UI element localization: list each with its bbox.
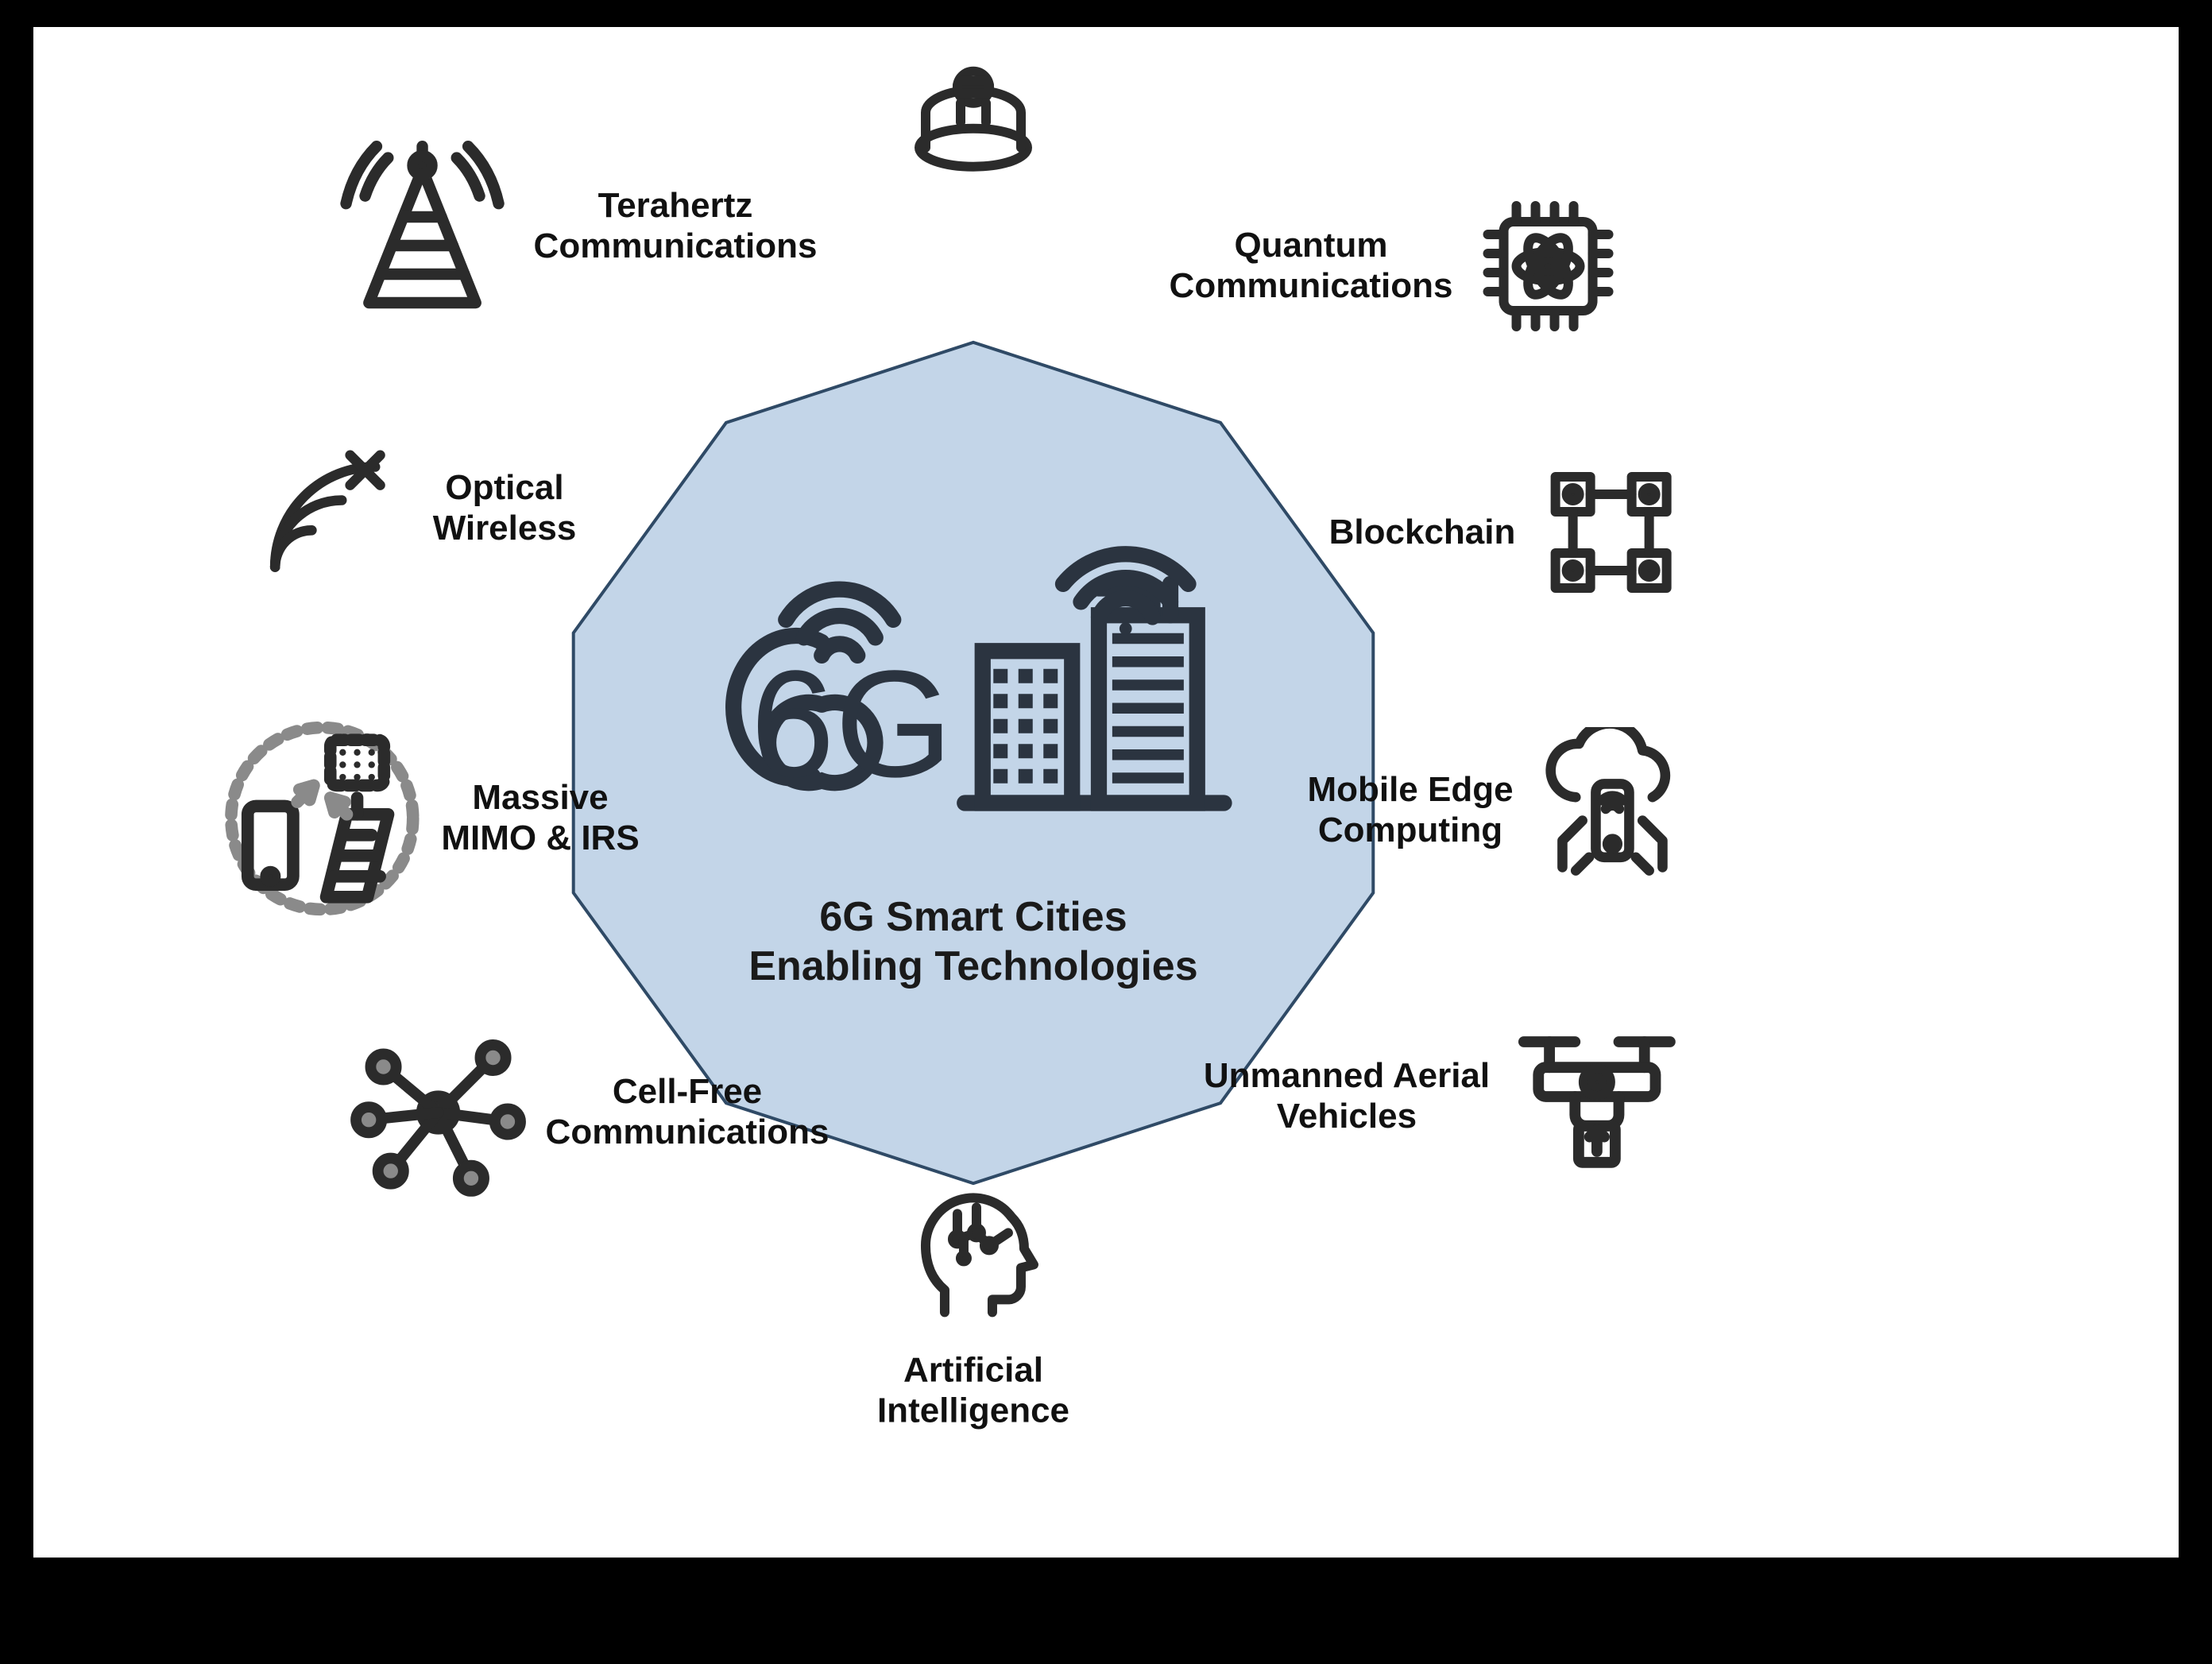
node-label: Artificial Intelligence: [877, 1350, 1069, 1430]
node-optical-wireless: Optical Wireless: [250, 425, 577, 592]
node-blockchain: Blockchain: [1329, 453, 1691, 612]
diagram-frame: 6G 6G Smart Cities Ena: [22, 16, 2190, 1569]
node-label: AR & VR: [902, 16, 1046, 20]
node-terahertz: Terahertz Communications: [327, 131, 818, 322]
node-label: Quantum Communications: [1170, 226, 1453, 306]
node-massive-mimo-irs: Massive MIMO & IRS: [218, 715, 639, 922]
ai-head-icon: [894, 1175, 1053, 1334]
quantum-chip-icon: [1468, 187, 1627, 346]
blockchain-icon: [1531, 453, 1690, 612]
ar-vr-icon: [894, 36, 1053, 195]
mimo-irs-icon: [218, 715, 425, 922]
antenna-tower-icon: [327, 131, 518, 322]
smart-city-6g-icon: 6G: [706, 535, 1242, 861]
node-label: Blockchain: [1329, 513, 1516, 553]
node-mobile-edge: Mobile Edge Computing: [1307, 727, 1696, 894]
edge-cloud-icon: [1529, 727, 1696, 894]
svg-text:6G: 6G: [750, 638, 953, 808]
node-label: Massive MIMO & IRS: [441, 778, 639, 858]
hub-title: 6G Smart Cities Enabling Technologies: [748, 892, 1197, 992]
network-graph-icon: [347, 1021, 530, 1204]
node-ai: Artificial Intelligence: [877, 1175, 1069, 1430]
node-quantum: Quantum Communications: [1170, 187, 1628, 346]
node-cell-free: Cell-Free Communications: [347, 1021, 830, 1204]
diagram-canvas: 6G 6G Smart Cities Ena: [33, 27, 2179, 1558]
hub-content: 6G 6G Smart Cities Ena: [630, 535, 1317, 992]
node-label: Unmanned Aerial Vehicles: [1204, 1056, 1490, 1136]
node-label: Optical Wireless: [433, 468, 577, 548]
node-ar-vr: AR & VR: [894, 16, 1053, 195]
drone-icon: [1506, 1005, 1688, 1188]
node-uav: Unmanned Aerial Vehicles: [1204, 1005, 1688, 1188]
optical-waves-icon: [250, 425, 417, 592]
node-label: Terahertz Communications: [534, 186, 818, 266]
node-label: Mobile Edge Computing: [1307, 770, 1513, 850]
node-label: Cell-Free Communications: [546, 1072, 830, 1152]
